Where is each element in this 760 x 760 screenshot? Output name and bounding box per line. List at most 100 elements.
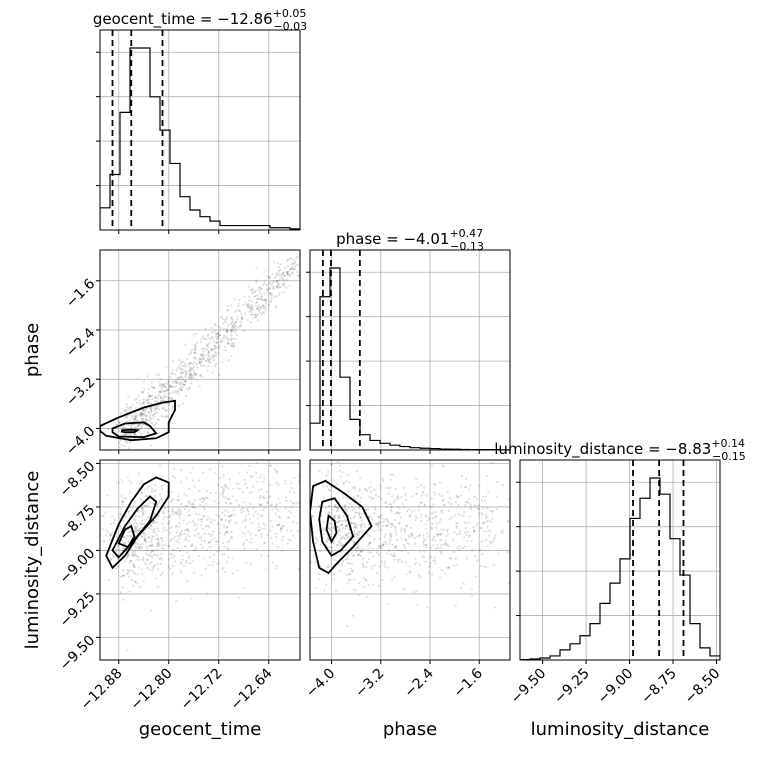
scatter-point: [434, 547, 438, 550]
scatter-point: [239, 312, 243, 315]
scatter-point: [170, 500, 173, 504]
scatter-point: [306, 523, 308, 525]
scatter-point: [167, 381, 170, 384]
scatter-point: [351, 539, 354, 542]
scatter-point: [495, 480, 499, 484]
scatter-point: [234, 325, 237, 328]
scatter-point: [392, 501, 396, 504]
scatter-point: [144, 563, 148, 566]
scatter-point: [275, 564, 278, 567]
scatter-point: [148, 544, 151, 548]
scatter-point: [123, 542, 126, 545]
scatter-point: [338, 519, 341, 522]
scatter-point: [389, 473, 392, 477]
scatter-point: [366, 508, 370, 511]
scatter-point: [216, 563, 219, 566]
scatter-point: [142, 513, 145, 517]
scatter-point: [294, 261, 297, 264]
scatter-point: [384, 533, 387, 536]
scatter-point: [480, 511, 483, 515]
panel-frame: [99, 249, 301, 451]
scatter-point: [507, 582, 510, 585]
scatter-point: [231, 343, 234, 346]
scatter-point: [378, 515, 382, 518]
scatter-point: [157, 397, 160, 400]
scatter-point: [238, 488, 241, 491]
scatter-point: [262, 495, 265, 498]
scatter-point: [102, 515, 105, 518]
scatter-point: [186, 529, 190, 532]
scatter-point: [353, 485, 356, 489]
scatter-point: [384, 502, 387, 505]
scatter-point: [227, 338, 230, 341]
scatter-point: [212, 354, 215, 357]
scatter-point: [473, 529, 476, 532]
scatter-point: [390, 505, 394, 509]
scatter-point: [306, 499, 308, 501]
scatter-point: [327, 505, 330, 508]
scatter-point: [157, 542, 160, 545]
scatter-point: [155, 396, 158, 399]
scatter-point: [140, 522, 144, 526]
scatter-point: [474, 575, 477, 578]
scatter-point: [154, 396, 157, 399]
scatter-point: [179, 386, 182, 389]
scatter-point: [297, 274, 300, 278]
scatter-point: [206, 549, 209, 552]
scatter-point: [145, 546, 149, 549]
scatter-point: [142, 532, 146, 535]
scatter-point: [424, 523, 427, 526]
scatter-point: [404, 538, 407, 541]
scatter-point: [137, 423, 141, 426]
scatter-point: [181, 370, 184, 373]
scatter-point: [188, 366, 191, 369]
scatter-point: [394, 487, 398, 491]
scatter-point: [275, 471, 279, 474]
scatter-point: [189, 367, 192, 371]
scatter-point: [400, 537, 403, 540]
scatter-point: [364, 578, 368, 581]
scatter-point: [138, 515, 141, 518]
scatter-point: [274, 505, 277, 508]
scatter-point: [168, 544, 171, 547]
scatter-point: [117, 429, 120, 433]
scatter-point: [286, 542, 289, 545]
scatter-point: [200, 518, 203, 521]
scatter-point: [279, 263, 282, 266]
scatter-point: [262, 522, 265, 525]
scatter-point: [409, 526, 413, 529]
scatter-point: [184, 529, 187, 532]
scatter-point: [423, 544, 426, 547]
scatter-point: [165, 415, 168, 418]
scatter-point: [271, 542, 274, 545]
scatter-point: [483, 565, 486, 568]
scatter-point: [203, 498, 206, 501]
scatter-point: [340, 523, 343, 526]
scatter-point: [393, 512, 397, 515]
scatter-point: [403, 486, 406, 489]
scatter-point: [156, 503, 159, 506]
scatter-point: [263, 298, 266, 301]
scatter-point: [465, 539, 469, 542]
scatter-point: [150, 402, 153, 405]
scatter-point: [241, 318, 244, 321]
scatter-point: [118, 446, 121, 449]
scatter-point: [195, 344, 198, 348]
scatter-point: [151, 521, 155, 524]
scatter-point: [113, 518, 116, 521]
scatter-point: [248, 491, 251, 495]
scatter-point: [224, 496, 227, 499]
scatter-point: [146, 401, 149, 405]
scatter-point: [367, 515, 371, 518]
scatter-point: [263, 541, 266, 544]
scatter-point: [141, 391, 144, 394]
scatter-point: [450, 503, 453, 506]
scatter-point: [160, 383, 163, 386]
scatter-point: [449, 556, 453, 560]
scatter-point: [168, 375, 172, 378]
scatter-point: [135, 528, 139, 532]
scatter-point: [443, 504, 446, 507]
scatter-point: [204, 354, 207, 357]
scatter-point: [436, 533, 439, 536]
scatter-point: [378, 544, 381, 547]
